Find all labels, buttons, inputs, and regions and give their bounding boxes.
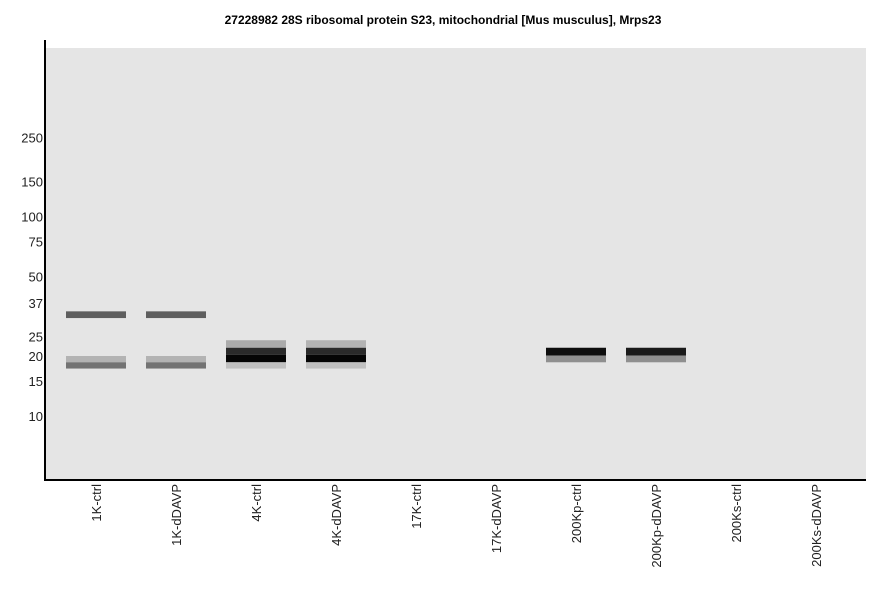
band — [66, 356, 126, 363]
y-tick-label: 150 — [21, 175, 43, 190]
band — [306, 340, 366, 348]
lane-label: 200Kp-dDAVP — [649, 484, 664, 568]
band — [306, 362, 366, 369]
band — [626, 347, 686, 356]
y-tick-label: 75 — [29, 235, 43, 250]
y-tick-label: 20 — [29, 349, 43, 364]
lane-labels: 1K-ctrl 1K-dDAVP 4K-ctrl 4K-dDAVP 17K-ctrl 17… — [89, 484, 824, 568]
y-axis-ticks: 250 150 100 75 50 37 25 20 15 10 — [21, 130, 43, 424]
band — [146, 362, 206, 369]
lane-label: 17K-dDAVP — [489, 484, 504, 553]
band — [226, 347, 286, 355]
lane-label: 1K-ctrl — [89, 484, 104, 522]
lane-label: 200Kp-ctrl — [569, 484, 584, 543]
band — [626, 355, 686, 363]
bands-layer — [66, 311, 686, 369]
band — [306, 347, 366, 355]
y-tick-label: 37 — [29, 296, 43, 311]
band — [546, 347, 606, 356]
y-tick-label: 10 — [29, 409, 43, 424]
lane-label: 4K-ctrl — [249, 484, 264, 522]
band — [66, 311, 126, 319]
lane-label: 200Ks-ctrl — [729, 484, 744, 543]
band — [146, 311, 206, 319]
lane-label: 200Ks-dDAVP — [809, 484, 824, 567]
lane-label: 17K-ctrl — [409, 484, 424, 529]
y-tick-label: 25 — [29, 330, 43, 345]
band — [546, 355, 606, 363]
y-tick-label: 15 — [29, 374, 43, 389]
band — [226, 354, 286, 363]
band — [226, 362, 286, 369]
y-tick-label: 50 — [29, 270, 43, 285]
y-tick-label: 250 — [21, 130, 43, 145]
band — [66, 362, 126, 369]
lane-label: 1K-dDAVP — [169, 484, 184, 546]
y-tick-label: 100 — [21, 210, 43, 225]
chart-title: 27228982 28S ribosomal protein S23, mito… — [225, 13, 662, 27]
band — [306, 354, 366, 363]
plot-area — [46, 48, 866, 480]
band — [146, 356, 206, 363]
band — [226, 340, 286, 348]
lane-label: 4K-dDAVP — [329, 484, 344, 546]
